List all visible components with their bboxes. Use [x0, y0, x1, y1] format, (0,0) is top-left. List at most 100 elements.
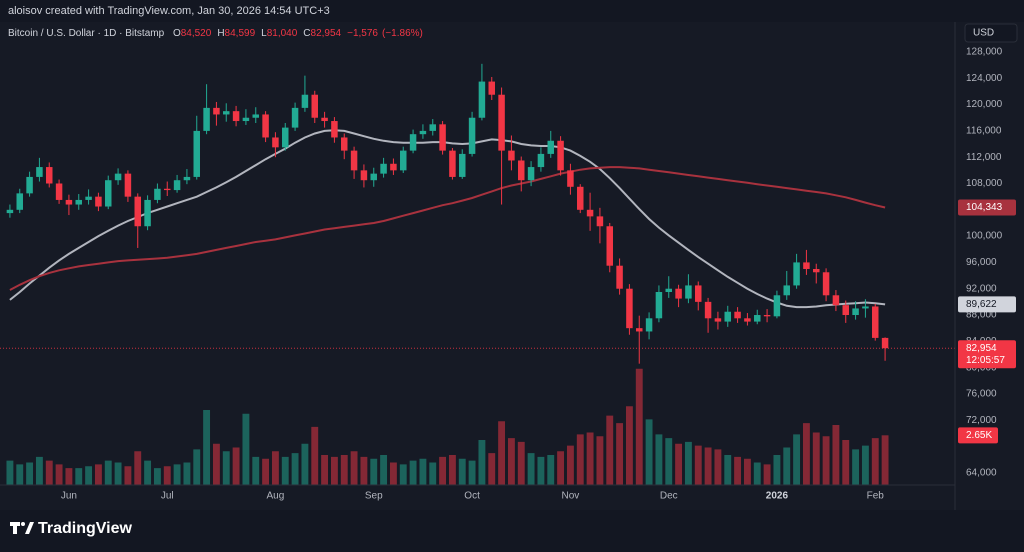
volume-bar	[35, 456, 43, 485]
candle-body	[154, 188, 161, 200]
volume-bar	[557, 451, 565, 485]
volume-bar	[370, 458, 378, 485]
volume-bar	[16, 464, 24, 485]
price-marker-label: 82,954	[966, 343, 997, 354]
volume-bar	[468, 460, 476, 485]
volume-bar	[871, 438, 879, 485]
chart-panel	[0, 22, 1024, 510]
y-tick-label: 96,000	[966, 257, 997, 268]
candle-body	[193, 130, 200, 177]
volume-bar	[665, 438, 673, 485]
volume-bar	[163, 466, 171, 485]
candle-body	[488, 81, 495, 95]
candle-body	[596, 216, 604, 227]
x-tick-label: Feb	[867, 491, 885, 502]
y-tick-label: 116,000	[966, 126, 1002, 137]
volume-bar	[783, 447, 791, 485]
volume-bar	[6, 460, 14, 485]
price-axis: 64,00072,00076,00080,00084,00088,00092,0…	[958, 47, 1016, 478]
candle-body	[291, 107, 299, 128]
candle-body	[252, 114, 259, 118]
volume-bar	[488, 453, 496, 485]
candle-body	[822, 272, 830, 296]
volume-bar	[566, 445, 574, 485]
y-tick-label: 120,000	[966, 99, 1003, 110]
volume-bar	[606, 415, 614, 485]
logo-mark	[25, 522, 34, 534]
x-tick-label: Dec	[660, 491, 678, 502]
volume-bar	[842, 440, 850, 485]
candle-body	[763, 315, 771, 317]
currency-box[interactable]	[964, 23, 1018, 43]
candle-body	[134, 196, 141, 227]
candle-body	[341, 137, 348, 151]
candle-body	[350, 150, 358, 171]
candle-body	[124, 173, 132, 197]
ohlc-value: 84,599	[225, 28, 256, 39]
volume-bar	[340, 455, 348, 485]
volume-bar	[586, 432, 594, 485]
candle-body	[675, 288, 682, 299]
volume-bar	[478, 440, 486, 485]
countdown: 12:05:57	[966, 355, 1005, 366]
volume-bar	[517, 441, 525, 485]
candle-body	[498, 94, 505, 151]
candle-body	[311, 94, 318, 118]
candle-body	[439, 124, 446, 151]
candle-body	[16, 193, 23, 210]
candle-body	[183, 176, 191, 181]
candle-body	[242, 117, 250, 122]
volume-bar	[26, 462, 34, 485]
volume-bar	[183, 462, 191, 485]
candle-body	[724, 311, 731, 322]
symbol: Bitcoin / U.S. Dollar · 1D · Bitstamp	[8, 28, 165, 39]
candle-body	[832, 295, 840, 306]
price-marker-label: 89,622	[966, 299, 997, 310]
y-tick-label: 128,000	[966, 47, 1003, 58]
volume-bar	[684, 441, 692, 485]
candle-body	[144, 199, 151, 227]
candle-body	[537, 153, 545, 168]
volume-bar	[311, 426, 319, 485]
volume-bar	[753, 462, 761, 485]
y-tick-label: 112,000	[966, 152, 1002, 163]
candle-body	[636, 328, 643, 332]
candle-body	[301, 94, 309, 108]
candle-body	[105, 180, 112, 207]
volume-pane	[6, 368, 889, 485]
ohlc-value: 81,040	[267, 28, 298, 39]
volume-bar	[743, 458, 751, 485]
candle-body	[862, 306, 869, 309]
candle-body	[6, 209, 14, 214]
candle-body	[282, 127, 289, 148]
price-marker	[958, 296, 1016, 313]
volume-bar	[281, 456, 289, 485]
volume-bar	[763, 464, 771, 485]
candle-body	[360, 170, 368, 181]
candle-body	[508, 150, 515, 161]
candle-body	[65, 199, 73, 205]
volume-bar	[704, 447, 712, 485]
candle-body	[321, 117, 328, 122]
candle-body	[704, 301, 712, 319]
volume-bar	[409, 460, 417, 485]
volume-bar	[635, 368, 643, 485]
volume-marker	[958, 427, 998, 444]
volume-bar	[724, 455, 732, 485]
header-text: aloisov created with TradingView.com, Ja…	[8, 5, 330, 17]
volume-bar	[232, 447, 240, 485]
y-tick-label: 76,000	[966, 389, 997, 400]
volume-bar	[458, 458, 466, 485]
ohlc-prefix: H	[217, 28, 224, 39]
currency: USD	[973, 28, 994, 39]
x-tick-label: Jun	[61, 491, 77, 502]
candle-body	[331, 121, 338, 138]
volume-bar	[448, 455, 456, 485]
ohlc-prefix: L	[261, 28, 267, 39]
candle-body	[714, 318, 722, 322]
candle-body	[26, 176, 33, 194]
candle-body	[881, 337, 889, 349]
candle-body	[75, 199, 82, 205]
volume-bar	[655, 434, 663, 485]
